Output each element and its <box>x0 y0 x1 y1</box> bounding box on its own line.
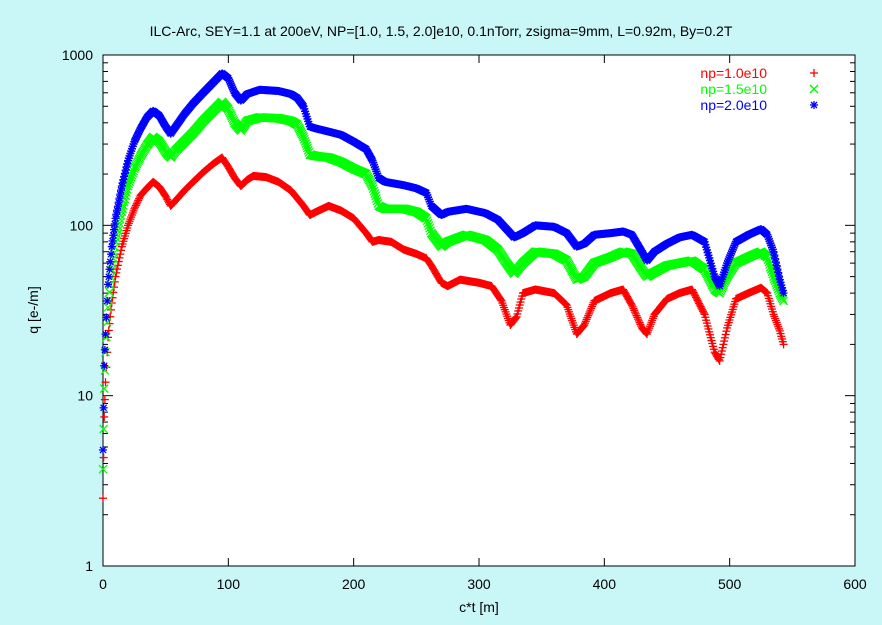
y-axis-label: q [e-/m] <box>25 286 41 333</box>
x-tick-label: 500 <box>718 576 742 592</box>
x-tick-label: 200 <box>342 576 366 592</box>
legend-label: np=1.0e10 <box>700 65 767 81</box>
x-tick-label: 100 <box>217 576 241 592</box>
legend-marker <box>810 101 818 109</box>
y-tick-label: 1000 <box>62 47 93 63</box>
y-tick-label: 10 <box>77 388 93 404</box>
y-tick-label: 1 <box>85 558 93 574</box>
x-tick-label: 400 <box>593 576 617 592</box>
legend-label: np=2.0e10 <box>700 97 767 113</box>
data-point <box>103 297 111 305</box>
data-point <box>100 362 108 370</box>
legend-label: np=1.5e10 <box>700 81 767 97</box>
data-point <box>106 265 114 273</box>
data-point <box>104 280 112 288</box>
plot-area <box>103 55 855 566</box>
data-point <box>100 404 108 412</box>
x-tick-label: 600 <box>843 576 867 592</box>
x-tick-label: 0 <box>99 576 107 592</box>
chart-title: ILC-Arc, SEY=1.1 at 200eV, NP=[1.0, 1.5,… <box>150 23 733 39</box>
data-point <box>101 346 109 354</box>
data-point <box>780 289 788 297</box>
data-point <box>102 314 110 322</box>
data-point <box>105 273 113 281</box>
x-axis-label: c*t [m] <box>459 599 499 615</box>
data-point <box>99 446 107 454</box>
x-tick-label: 300 <box>467 576 491 592</box>
y-tick-label: 100 <box>70 217 94 233</box>
data-point <box>102 330 110 338</box>
data-point <box>107 250 115 258</box>
data-point <box>106 258 114 266</box>
